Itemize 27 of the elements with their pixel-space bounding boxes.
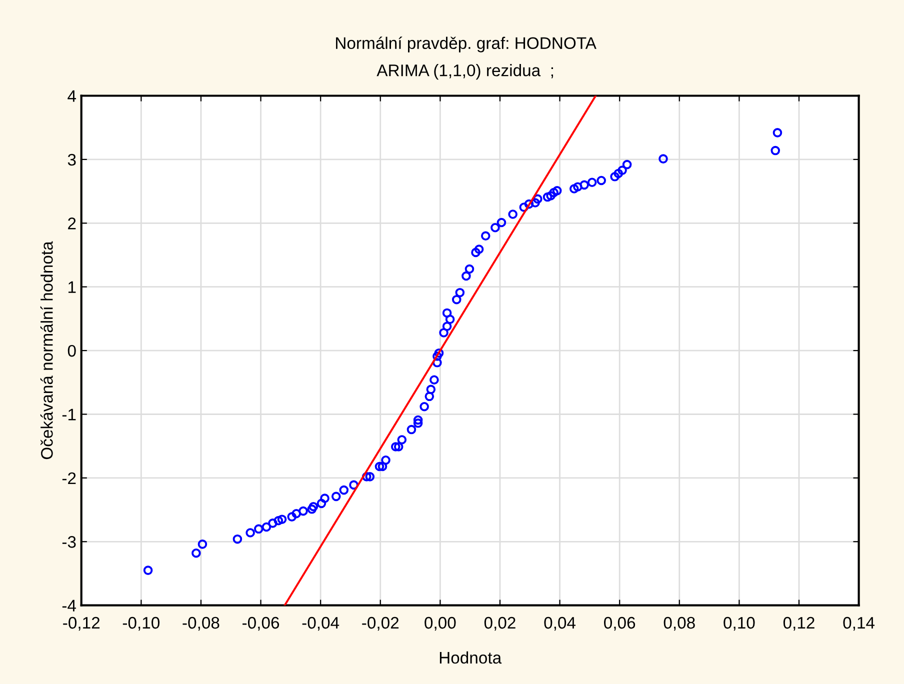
x-tick-label: 0,02 [484,616,516,631]
x-tick-label: -0,10 [122,616,160,631]
x-axis-title: Hodnota [440,651,502,664]
x-tick-label: 0,00 [424,616,456,631]
chart-title: Normální pravděp. graf: HODNOTA [336,36,596,52]
y-axis-title: Očekávaná normální hodnota [40,241,53,460]
x-tick-label: 0,04 [544,616,576,631]
x-tick-label: -0,02 [362,616,399,631]
chart-subtitle: ARIMA (1,1,0) rezidua ; [376,64,553,80]
x-tick-label: 0,10 [724,616,755,631]
y-tick-label: 4 [68,90,76,102]
y-tick-label: 3 [68,154,76,166]
y-tick-label: -1 [62,408,76,420]
y-tick-label: -3 [62,536,76,548]
y-tick-label: 1 [68,281,76,293]
x-tick-label: 0,14 [843,616,875,631]
y-tick-label: 0 [68,344,76,357]
x-tick-label: -0,12 [63,616,100,631]
y-tick-label: -2 [62,472,76,484]
x-tick-label: 0,12 [783,616,814,631]
x-tick-label: 0,08 [664,616,695,631]
y-tick-label: -4 [62,600,76,612]
x-tick-label: -0,06 [242,616,280,631]
x-tick-label: 0,06 [604,616,636,631]
x-tick-label: -0,04 [302,616,340,631]
x-tick-label: -0,08 [182,616,220,631]
y-tick-label: 2 [68,218,76,230]
